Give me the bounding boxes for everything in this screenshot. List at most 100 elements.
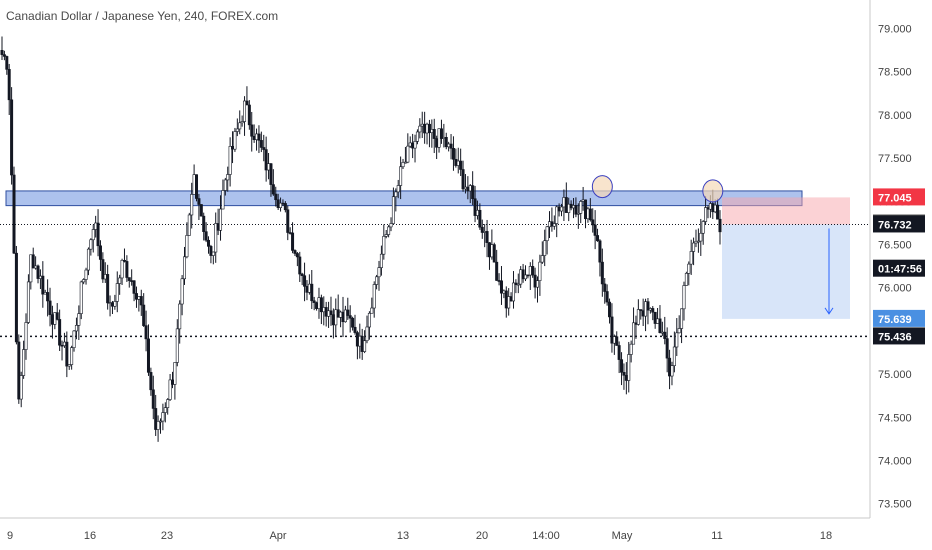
time-tick-label: 16 <box>84 530 96 542</box>
candle-down <box>504 290 508 309</box>
candle-up <box>387 226 391 235</box>
candle-up <box>581 199 585 202</box>
candle-up <box>180 278 184 305</box>
candle-down <box>531 266 535 276</box>
candle-up <box>255 133 259 140</box>
candle-down <box>303 275 307 287</box>
candle-down <box>7 69 11 101</box>
stop-loss-zone <box>722 197 850 225</box>
candle-down <box>634 322 638 325</box>
candle-up <box>226 174 230 181</box>
candle-down <box>492 244 496 263</box>
candle-up <box>511 282 515 302</box>
candle-down <box>204 231 208 241</box>
candle-down <box>473 198 477 216</box>
candle-down <box>257 133 261 141</box>
candle-down <box>199 204 203 217</box>
candle-up <box>572 205 576 209</box>
candle-down <box>341 311 345 323</box>
candle-down <box>144 325 148 340</box>
price-tag <box>873 259 925 277</box>
candle-down <box>31 254 35 269</box>
candle-down <box>132 280 136 294</box>
candle-down <box>557 206 561 212</box>
candle-down <box>134 293 138 300</box>
time-tick-label: 23 <box>161 530 173 542</box>
candle-down <box>295 253 299 258</box>
candle-down <box>584 199 588 220</box>
candle-up <box>375 276 379 285</box>
candle-up <box>675 332 679 348</box>
candle-down <box>411 142 415 149</box>
candle-down <box>247 104 251 126</box>
circle-mark-1 <box>591 175 613 199</box>
candle-up <box>384 234 388 237</box>
candle-down <box>646 301 650 311</box>
candle-up <box>84 269 88 280</box>
candle-up <box>53 312 57 325</box>
candle-down <box>449 143 453 149</box>
circle-mark-2 <box>702 179 724 203</box>
candle-down <box>10 99 14 176</box>
candle-up <box>79 281 83 314</box>
price-tag-label: 01:47:56 <box>878 264 922 276</box>
price-tag-label: 75.639 <box>878 314 912 326</box>
candle-up <box>233 131 237 150</box>
candle-up <box>523 274 527 280</box>
candle-up <box>391 196 395 224</box>
candle-down <box>485 231 489 243</box>
resistance-zone <box>5 190 803 207</box>
candle-down <box>50 314 54 325</box>
candle-up <box>394 191 398 198</box>
price-tick-label: 79.000 <box>878 24 912 36</box>
candle-down <box>252 135 256 140</box>
candle-up <box>456 160 460 166</box>
candle-up <box>538 261 542 281</box>
price-tick-label: 73.500 <box>878 499 912 511</box>
candle-down <box>2 54 6 57</box>
candle-up <box>401 162 405 168</box>
candle-up <box>483 231 487 233</box>
candle-down <box>622 372 626 376</box>
target-arrow-head <box>824 307 834 315</box>
candle-up <box>672 346 676 366</box>
price-tag <box>873 309 925 327</box>
candle-up <box>418 125 422 133</box>
candle-up <box>475 209 479 216</box>
candle-up <box>243 100 247 122</box>
candle-up <box>713 204 717 213</box>
candle-down <box>216 223 220 231</box>
candle-down <box>596 235 600 242</box>
candle-up <box>644 301 648 317</box>
candle-down <box>127 277 131 281</box>
candle-down <box>319 297 323 313</box>
candle-down <box>435 138 439 148</box>
candle-up <box>219 208 223 231</box>
candle-down <box>427 123 431 134</box>
candle-up <box>70 347 74 365</box>
candle-up <box>389 223 393 228</box>
candle-up <box>365 326 369 342</box>
time-tick-label: 9 <box>7 530 13 542</box>
candle-down <box>149 372 153 391</box>
candle-up <box>240 121 244 124</box>
candle-up <box>334 309 338 326</box>
price-tick-label: 78.000 <box>878 110 912 122</box>
candle-up <box>687 263 691 274</box>
candle-up <box>86 248 90 271</box>
candle-up <box>19 375 23 400</box>
candle-down <box>195 174 199 199</box>
price-tick-label: 76.000 <box>878 283 912 295</box>
candle-down <box>353 326 357 333</box>
candle-up <box>279 202 283 208</box>
candle-down <box>608 301 612 318</box>
candle-up <box>77 313 81 326</box>
candle-down <box>331 314 335 326</box>
candle-up <box>34 265 38 269</box>
candle-down <box>139 296 143 306</box>
candle-down <box>291 232 295 251</box>
candle-down <box>624 375 628 381</box>
candle-up <box>507 296 511 309</box>
